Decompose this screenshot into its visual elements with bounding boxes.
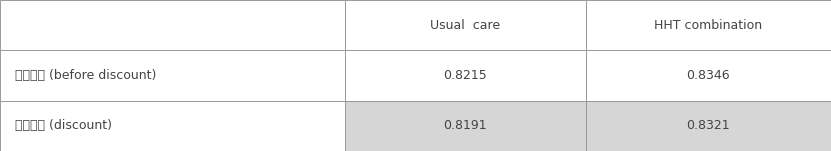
Text: 효과결과 (before discount): 효과결과 (before discount) [15, 69, 156, 82]
Text: 0.8321: 0.8321 [686, 119, 730, 132]
Text: HHT combination: HHT combination [654, 19, 763, 32]
Bar [0, 50, 345, 101]
Bar [0, 0, 345, 50]
Text: Usual  care: Usual care [430, 19, 500, 32]
Text: 0.8215: 0.8215 [444, 69, 487, 82]
Text: 0.8346: 0.8346 [686, 69, 730, 82]
Bar [345, 50, 586, 101]
Bar [345, 101, 586, 151]
Bar [345, 0, 586, 50]
Text: 효과결과 (discount): 효과결과 (discount) [15, 119, 112, 132]
Text: 0.8191: 0.8191 [444, 119, 487, 132]
Bar [586, 50, 831, 101]
Bar [586, 0, 831, 50]
Bar [0, 101, 345, 151]
Bar [586, 101, 831, 151]
